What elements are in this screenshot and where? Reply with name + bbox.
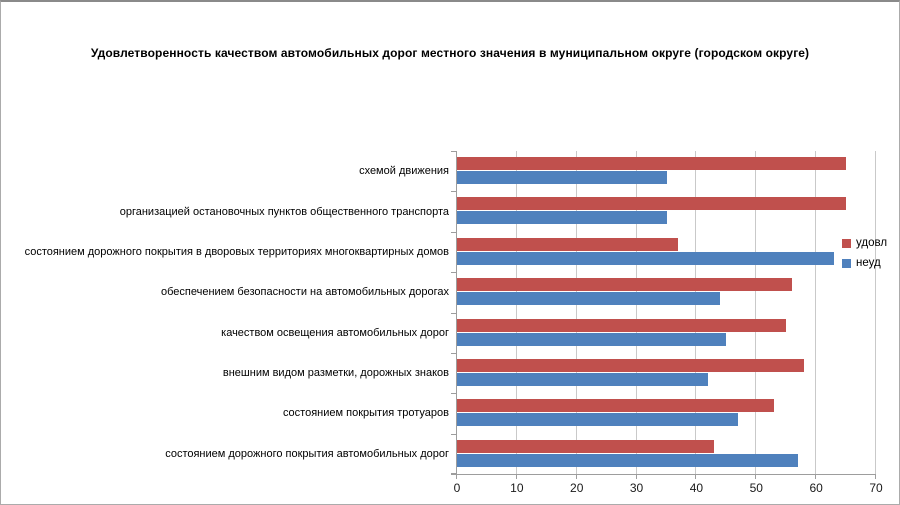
- y-axis-tick: [451, 151, 456, 152]
- y-axis-tick: [451, 393, 456, 394]
- bar-udovl-3: [457, 278, 793, 291]
- category-label-3: обеспечением безопасности на автомобильн…: [161, 286, 449, 298]
- x-axis-tick-40: [695, 475, 697, 479]
- x-axis-tick-10: [515, 475, 517, 479]
- x-axis-tick-label: 20: [570, 481, 584, 495]
- y-axis-tick: [451, 191, 456, 192]
- x-axis-tick-50: [755, 475, 757, 479]
- category-label-0: схемой движения: [359, 165, 449, 177]
- x-axis-tick-label: 70: [869, 481, 883, 495]
- x-axis-tick-60: [815, 475, 817, 479]
- gridline-x-20: [575, 151, 577, 474]
- plot-area: [451, 151, 876, 479]
- category-label-6: состоянием покрытия тротуаров: [282, 407, 449, 419]
- gridline-x-40: [695, 151, 697, 474]
- y-axis-tick: [451, 272, 456, 273]
- legend-swatch-udovl-icon: [842, 238, 851, 248]
- gridline-x-10: [515, 151, 517, 474]
- gridline-x-30: [635, 151, 637, 474]
- x-axis-tick-label: 10: [510, 481, 524, 495]
- bar-udovl-7: [457, 440, 715, 453]
- bar-neud-1: [457, 211, 667, 224]
- category-label-1: организацией остановочных пунктов общест…: [119, 206, 449, 218]
- legend: удовл неуд: [842, 237, 887, 277]
- y-axis-line: [456, 151, 457, 474]
- bar-neud-2: [457, 252, 835, 265]
- x-axis-labels: 0 10 20 30 40 50 60 70: [453, 481, 883, 497]
- y-axis-tick: [451, 473, 456, 474]
- legend-item-udovl: удовл: [842, 237, 887, 249]
- category-axis-labels: схемой движения организацией остановочных…: [1, 151, 449, 474]
- x-axis-tick-label: 40: [689, 481, 704, 495]
- bar-udovl-6: [457, 399, 775, 412]
- bar-neud-0: [457, 171, 667, 184]
- bar-neud-5: [457, 373, 709, 386]
- bar-neud-7: [457, 454, 799, 467]
- bar-neud-4: [457, 333, 727, 346]
- bar-neud-3: [457, 292, 721, 305]
- legend-label-udovl: удовл: [856, 237, 888, 249]
- chart-title: Удовлетворенность качеством автомобильны…: [90, 46, 810, 60]
- gridline-x-50: [755, 151, 757, 474]
- x-axis-tick-label: 0: [453, 481, 461, 495]
- bar-neud-6: [457, 413, 739, 426]
- bar-udovl-5: [457, 359, 805, 372]
- category-label-7: состоянием дорожного покрытия автомобиль…: [165, 448, 449, 460]
- category-label-5: внешним видом разметки, дорожных знаков: [222, 367, 449, 379]
- bar-udovl-0: [457, 157, 847, 170]
- gridline-x-70: [875, 151, 876, 474]
- bar-udovl-2: [457, 238, 679, 251]
- y-axis-tick: [451, 353, 456, 354]
- x-axis-line: [451, 474, 876, 475]
- y-axis-tick: [451, 313, 456, 314]
- bar-udovl-1: [457, 197, 847, 210]
- category-label-4: качеством освещения автомобильных дорог: [221, 327, 449, 339]
- x-axis-tick-label: 60: [809, 481, 823, 495]
- gridline-x-60: [815, 151, 817, 474]
- x-axis-tick-label: 50: [749, 481, 763, 495]
- bar-udovl-4: [457, 319, 787, 332]
- y-axis-tick: [451, 434, 456, 435]
- y-axis-tick: [451, 232, 456, 233]
- category-label-2: состоянием дорожного покрытия в дворовых…: [24, 246, 449, 258]
- legend-swatch-neud-icon: [842, 258, 851, 268]
- x-axis-tick-0: [456, 475, 457, 479]
- x-axis-tick-30: [635, 475, 637, 479]
- legend-item-neud: неуд: [842, 257, 887, 269]
- legend-label-neud: неуд: [856, 257, 881, 269]
- x-axis-tick-label: 30: [629, 481, 644, 495]
- x-axis-tick-20: [575, 475, 577, 479]
- x-axis-tick-70: [875, 475, 876, 479]
